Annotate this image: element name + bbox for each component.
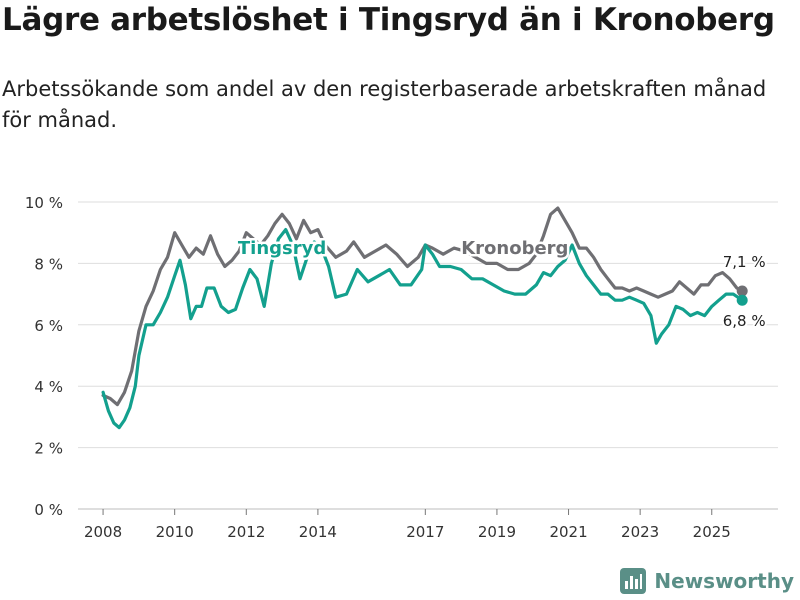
x-tick-label: 2010: [156, 523, 194, 541]
x-tick-label: 2019: [478, 523, 516, 541]
x-tick-label: 2021: [549, 523, 587, 541]
end-label-kronoberg: 7,1 %: [723, 253, 766, 271]
bar-chart-logo-icon: [620, 568, 647, 594]
series-line-tingsryd: [101, 228, 744, 430]
y-tick-label: 8 %: [34, 255, 63, 273]
y-tick-label: 0 %: [34, 501, 63, 519]
page-title: Lägre arbetslöshet i Tingsryd än i Krono…: [2, 2, 775, 38]
x-tick-label: 2025: [693, 523, 731, 541]
brand-name: Newsworthy: [654, 569, 794, 593]
chart-subtitle: Arbetssökande som andel av den registerb…: [2, 77, 767, 132]
x-tick-label: 2023: [621, 523, 659, 541]
y-tick-label: 6 %: [34, 317, 63, 335]
x-tick-label: 2012: [227, 523, 265, 541]
brand-logo: Newsworthy: [620, 568, 794, 594]
series-annotation-kronoberg: Kronoberg: [461, 238, 568, 259]
x-tick-label: 2014: [299, 523, 337, 541]
end-point-tingsryd: [736, 294, 748, 306]
y-tick-label: 2 %: [34, 440, 63, 458]
x-tick-label: 2008: [84, 523, 122, 541]
y-tick-label: 4 %: [34, 378, 63, 396]
x-tick-label: 2017: [406, 523, 444, 541]
series-line-kronoberg: [101, 206, 744, 407]
y-tick-label: 10 %: [25, 194, 63, 212]
series-annotation-tingsryd: Tingsryd: [238, 238, 326, 259]
end-label-tingsryd: 6,8 %: [723, 312, 766, 330]
end-point-kronoberg: [736, 285, 748, 297]
